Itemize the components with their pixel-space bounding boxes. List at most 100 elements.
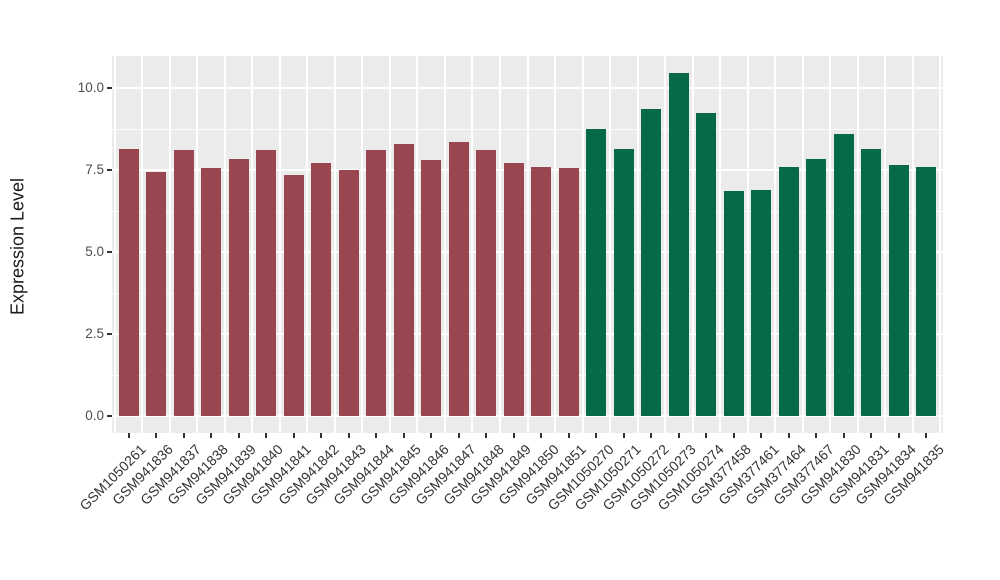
minor-gridline <box>112 374 943 376</box>
bar <box>283 174 304 416</box>
bar <box>448 142 469 416</box>
bar <box>586 129 607 416</box>
vertical-gridline <box>636 56 639 433</box>
vertical-gridline <box>306 56 309 433</box>
bar <box>696 112 717 416</box>
bar <box>338 170 359 416</box>
bar <box>723 191 744 416</box>
major-gridline <box>112 333 943 335</box>
vertical-gridline <box>939 56 942 433</box>
bar <box>806 158 827 416</box>
x-tick-mark <box>787 433 790 438</box>
bar <box>503 163 524 416</box>
minor-gridline <box>112 210 943 212</box>
bar <box>833 133 854 416</box>
x-tick-mark <box>622 433 625 438</box>
x-tick-mark <box>265 433 268 438</box>
major-gridline <box>112 251 943 253</box>
x-tick-mark <box>127 433 130 438</box>
x-tick-mark <box>182 433 185 438</box>
x-tick-mark <box>815 433 818 438</box>
x-tick-mark <box>155 433 158 438</box>
bar <box>421 160 442 416</box>
y-axis-title: Expression Level <box>7 177 28 316</box>
x-tick-mark <box>897 433 900 438</box>
vertical-gridline <box>498 56 501 433</box>
bar <box>641 109 662 416</box>
x-tick-mark <box>485 433 488 438</box>
x-tick-mark <box>760 433 763 438</box>
vertical-gridline <box>416 56 419 433</box>
bar <box>173 150 194 416</box>
vertical-gridline <box>719 56 722 433</box>
vertical-gridline <box>746 56 749 433</box>
x-tick-mark <box>347 433 350 438</box>
vertical-gridline <box>361 56 364 433</box>
x-tick-mark <box>595 433 598 438</box>
bar <box>256 150 277 416</box>
major-gridline <box>112 87 943 89</box>
vertical-gridline <box>251 56 254 433</box>
x-tick-mark <box>732 433 735 438</box>
x-tick-mark <box>842 433 845 438</box>
x-tick-mark <box>705 433 708 438</box>
vertical-gridline <box>141 56 144 433</box>
x-tick-mark <box>210 433 213 438</box>
x-tick-mark <box>870 433 873 438</box>
minor-gridline <box>112 128 943 130</box>
y-tick-mark <box>107 251 112 253</box>
vertical-gridline <box>526 56 529 433</box>
vertical-gridline <box>223 56 226 433</box>
major-gridline <box>112 415 943 417</box>
vertical-gridline <box>911 56 914 433</box>
y-tick-mark <box>107 333 112 335</box>
vertical-gridline <box>801 56 804 433</box>
bar <box>118 148 139 416</box>
bar <box>393 143 414 416</box>
x-tick-mark <box>402 433 405 438</box>
vertical-gridline <box>388 56 391 433</box>
y-tick-mark <box>107 169 112 171</box>
x-tick-mark <box>567 433 570 438</box>
vertical-gridline <box>691 56 694 433</box>
bar <box>531 166 552 416</box>
x-tick-mark <box>375 433 378 438</box>
bar <box>201 168 222 416</box>
vertical-gridline <box>856 56 859 433</box>
bar <box>228 158 249 416</box>
vertical-gridline <box>333 56 336 433</box>
bar <box>311 163 332 416</box>
y-tick-mark <box>107 415 112 417</box>
y-tick-label: 5.0 <box>85 244 104 259</box>
vertical-gridline <box>581 56 584 433</box>
bar <box>916 166 937 416</box>
vertical-gridline <box>443 56 446 433</box>
bar <box>668 73 689 416</box>
vertical-gridline <box>168 56 171 433</box>
bar <box>146 171 167 416</box>
vertical-gridline <box>196 56 199 433</box>
bar <box>476 150 497 416</box>
y-tick-label: 2.5 <box>85 326 104 341</box>
y-tick-label: 10.0 <box>77 80 104 95</box>
bar <box>888 165 909 416</box>
vertical-gridline <box>829 56 832 433</box>
vertical-gridline <box>471 56 474 433</box>
vertical-gridline <box>113 56 116 433</box>
x-tick-mark <box>512 433 515 438</box>
vertical-gridline <box>278 56 281 433</box>
x-tick-mark <box>292 433 295 438</box>
x-tick-mark <box>430 433 433 438</box>
x-tick-mark <box>925 433 928 438</box>
plot-panel <box>112 56 943 433</box>
vertical-gridline <box>884 56 887 433</box>
vertical-gridline <box>774 56 777 433</box>
bar <box>366 150 387 416</box>
bar <box>778 166 799 416</box>
minor-gridline <box>112 292 943 294</box>
major-gridline <box>112 169 943 171</box>
x-tick-mark <box>457 433 460 438</box>
x-tick-mark <box>677 433 680 438</box>
y-tick-mark <box>107 87 112 89</box>
x-tick-mark <box>237 433 240 438</box>
